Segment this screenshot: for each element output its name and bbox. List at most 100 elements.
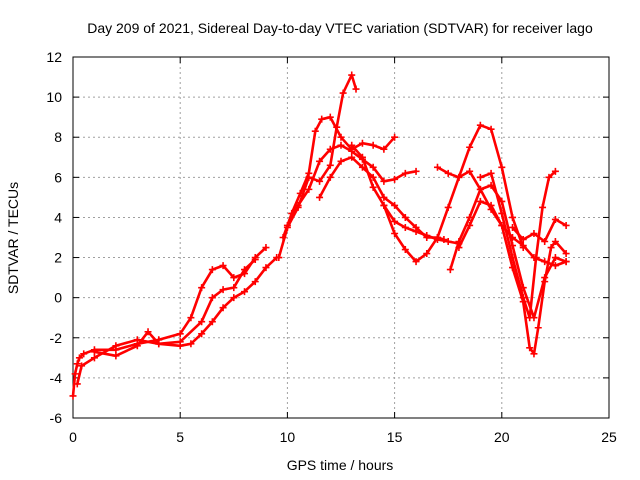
y-tick-label: 10 — [46, 89, 62, 105]
data-point — [526, 314, 534, 322]
data-point — [541, 278, 549, 286]
plot-area-frame — [72, 56, 610, 419]
data-point — [541, 258, 549, 266]
data-point — [155, 340, 163, 348]
data-point — [279, 234, 287, 241]
data-point — [73, 380, 81, 388]
data-point — [326, 145, 334, 153]
y-tick-label: -2 — [50, 330, 63, 346]
data-point — [551, 167, 559, 175]
data-point — [176, 342, 184, 350]
data-point — [412, 258, 420, 266]
data-series — [69, 71, 570, 400]
data-point — [219, 286, 227, 294]
data-point — [476, 121, 484, 129]
data-point — [251, 256, 259, 264]
data-point — [316, 177, 324, 185]
data-point — [275, 254, 283, 262]
data-point — [208, 266, 216, 274]
data-point — [316, 157, 324, 165]
data-point — [348, 141, 356, 149]
data-point — [305, 185, 313, 193]
data-point — [71, 370, 79, 378]
data-point — [112, 342, 120, 350]
y-tick-label: 0 — [54, 290, 62, 306]
data-point — [391, 217, 399, 225]
data-point — [369, 163, 377, 171]
data-point — [337, 141, 345, 149]
data-point — [352, 85, 360, 93]
data-point — [316, 193, 324, 201]
y-tick-label: -4 — [50, 370, 63, 386]
data-point — [230, 274, 238, 282]
data-point — [433, 163, 441, 171]
data-point — [80, 350, 88, 358]
data-point — [112, 352, 120, 360]
data-point — [337, 157, 345, 165]
data-point — [487, 169, 495, 177]
data-point — [545, 173, 553, 181]
data-point — [380, 193, 388, 201]
series-track-1 — [69, 244, 270, 400]
data-point — [466, 143, 474, 151]
data-point — [326, 161, 334, 169]
data-point — [562, 250, 570, 258]
data-point — [198, 330, 206, 338]
data-point — [187, 340, 195, 348]
data-point — [391, 133, 399, 141]
y-axis-label: SDTVAR / TECUs — [5, 182, 21, 294]
data-point — [251, 278, 259, 286]
data-point — [455, 244, 463, 252]
data-point — [487, 125, 495, 133]
y-tick-label: 12 — [46, 49, 62, 65]
data-point — [187, 314, 195, 322]
data-point — [176, 330, 184, 338]
data-point — [519, 242, 527, 250]
data-point — [380, 177, 388, 185]
x-tick-label: 15 — [387, 429, 403, 445]
series-track-7 — [316, 153, 448, 244]
data-point — [78, 362, 86, 370]
series-track-13 — [476, 167, 559, 322]
data-point — [358, 153, 366, 161]
data-point — [562, 258, 570, 266]
data-point — [358, 139, 366, 147]
y-tick-label: -6 — [50, 410, 63, 426]
data-point — [534, 324, 542, 332]
y-tick-label: 6 — [54, 169, 62, 185]
series-line — [479, 170, 557, 320]
data-point — [455, 173, 463, 181]
series-track-2 — [73, 256, 259, 388]
data-point — [466, 221, 474, 229]
data-point — [401, 223, 409, 231]
data-point — [198, 318, 206, 326]
data-point — [433, 234, 441, 241]
data-point — [348, 153, 356, 161]
data-point — [90, 348, 98, 356]
data-point — [391, 175, 399, 183]
data-point — [326, 173, 334, 181]
data-point — [144, 328, 152, 336]
data-point — [551, 215, 559, 223]
data-point — [326, 113, 334, 121]
data-point — [305, 169, 313, 177]
y-tick-label: 2 — [54, 250, 62, 266]
series-track-14 — [509, 215, 570, 246]
data-point — [69, 392, 77, 400]
data-point — [498, 209, 506, 217]
x-tick-labels: 0 5 10 15 20 25 — [69, 429, 617, 445]
data-point — [391, 229, 399, 237]
data-point — [539, 203, 547, 211]
data-point — [318, 115, 326, 123]
data-point — [487, 201, 495, 209]
y-tick-label: 4 — [54, 209, 62, 225]
y-tick-label: 8 — [54, 129, 62, 145]
data-point — [498, 163, 506, 171]
series-track-6 — [283, 141, 420, 229]
data-point — [423, 250, 431, 258]
data-point — [369, 183, 377, 191]
data-point — [369, 141, 377, 149]
series-track-12 — [455, 197, 570, 358]
data-point — [283, 221, 291, 229]
data-point — [530, 229, 538, 237]
